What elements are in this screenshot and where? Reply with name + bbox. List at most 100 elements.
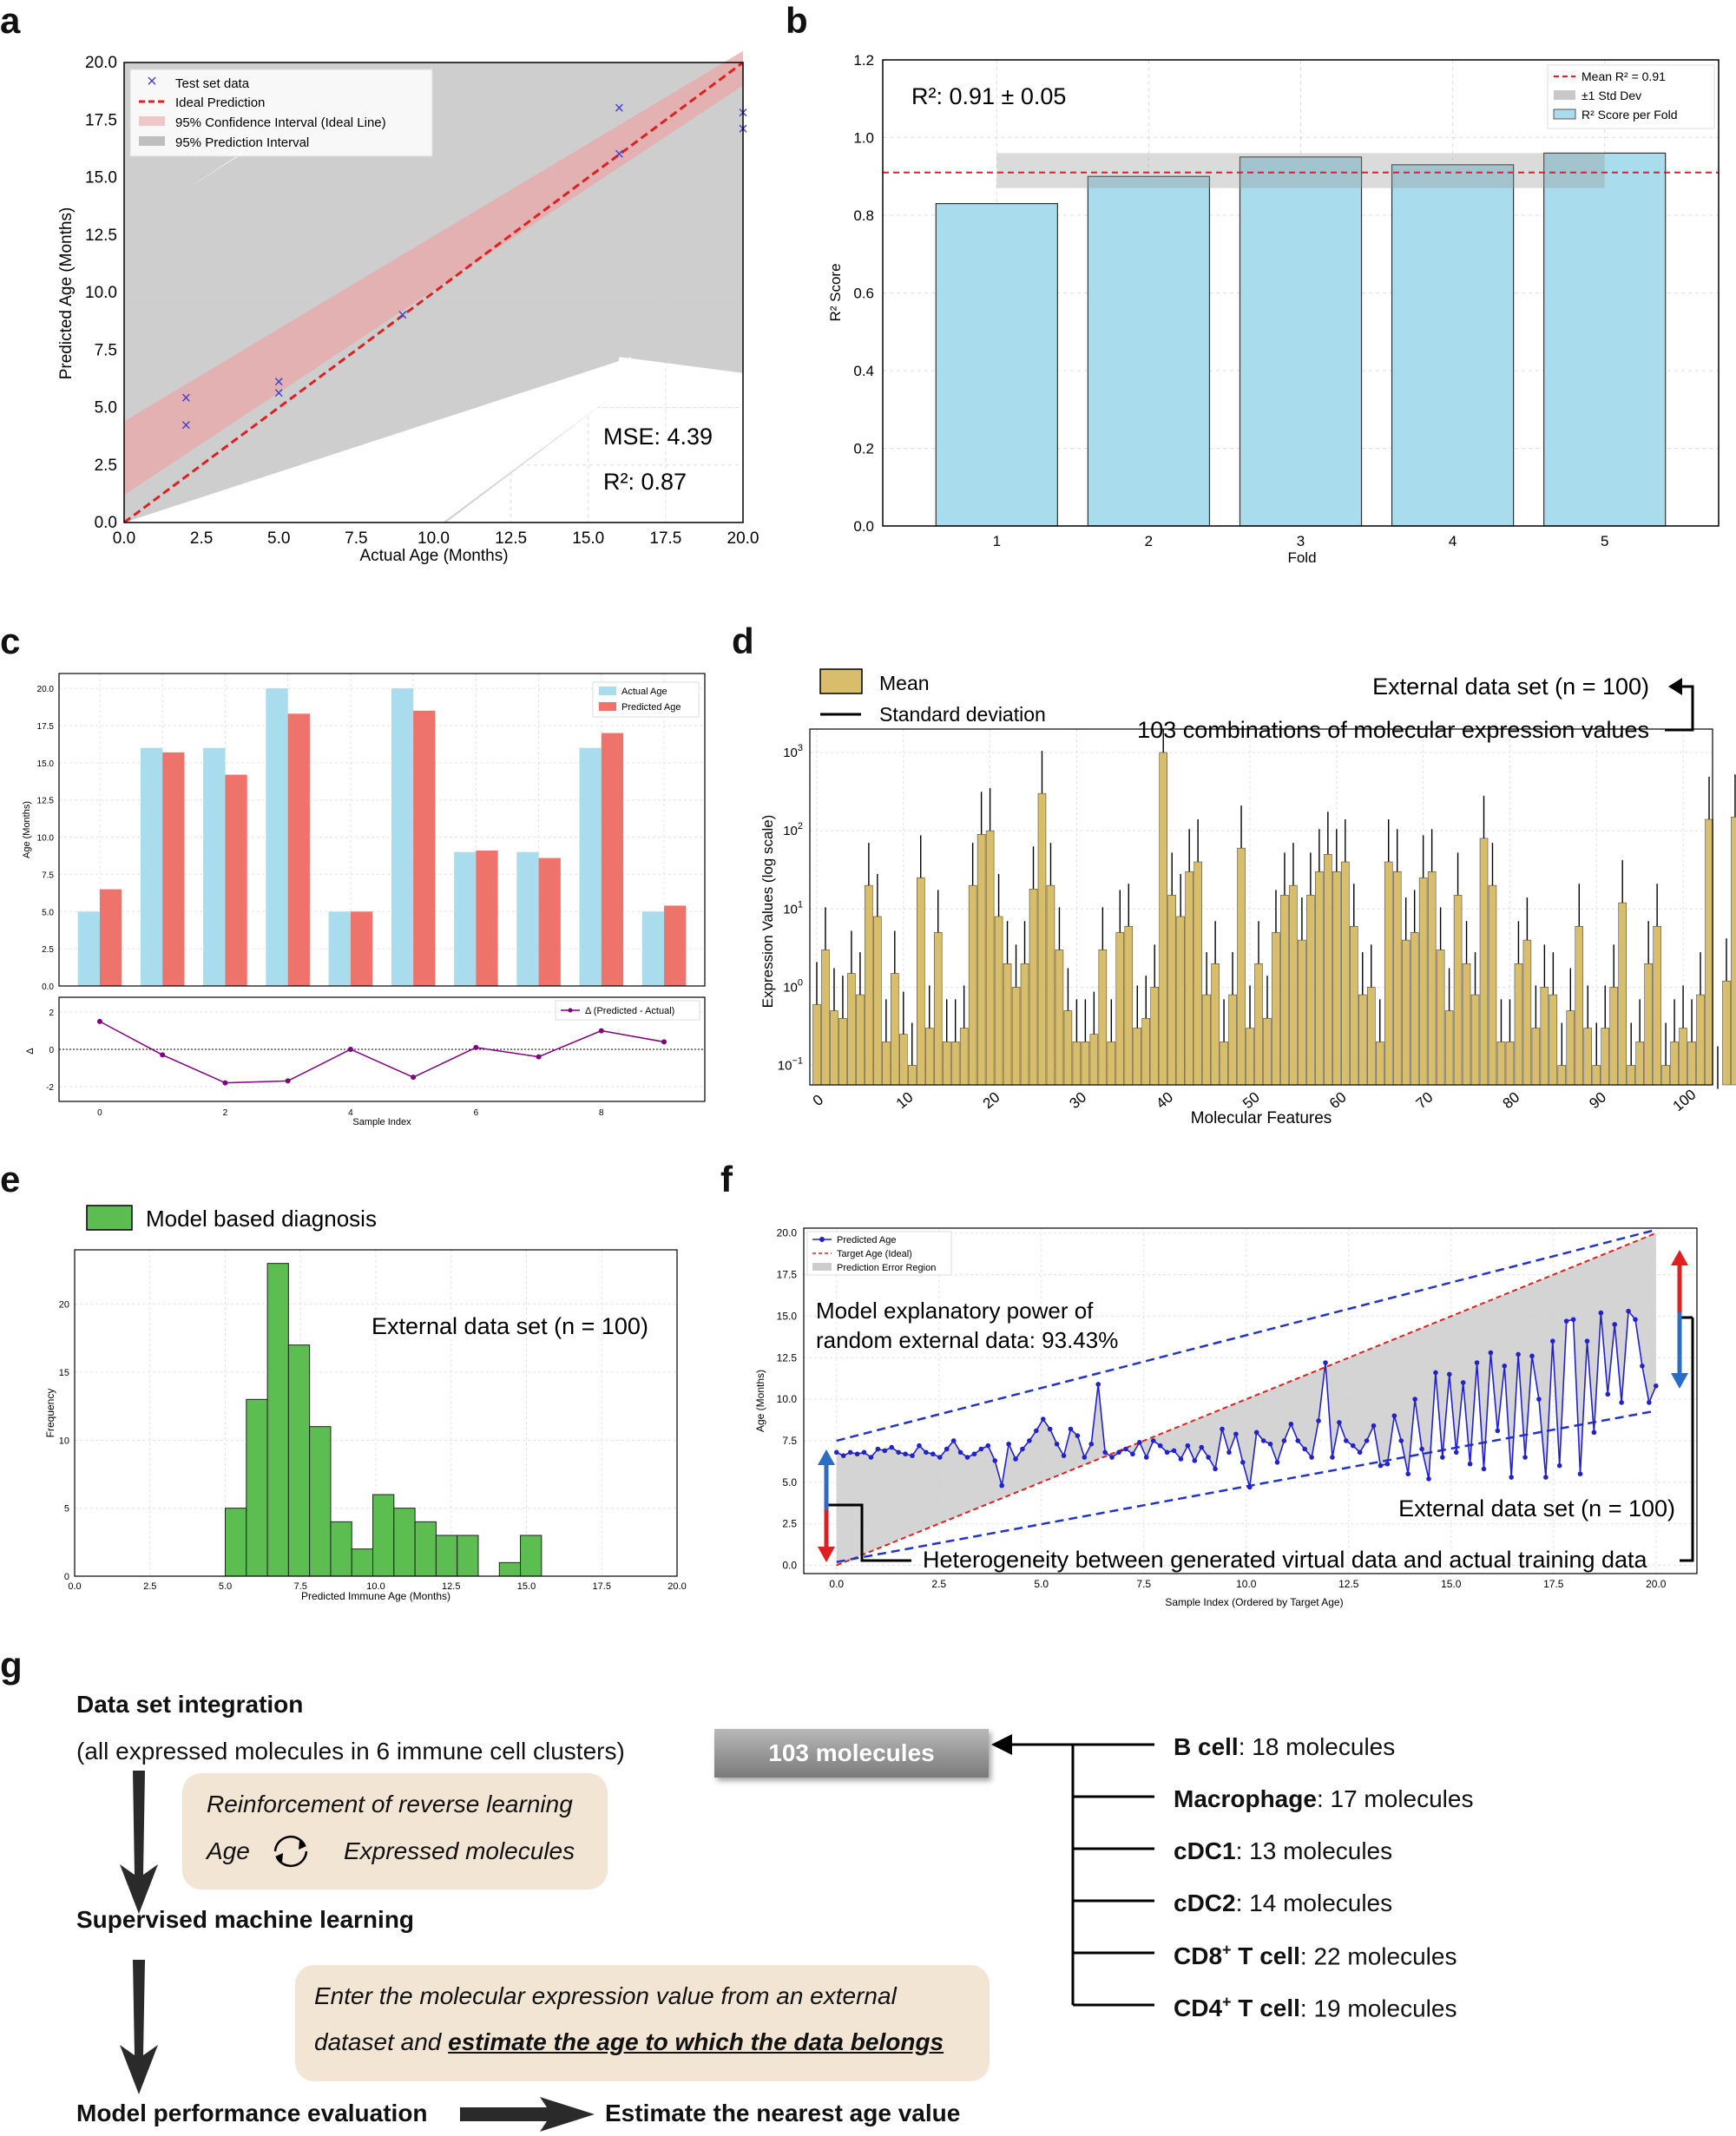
d-bar: [1722, 980, 1731, 1086]
panel-letter-f: f: [720, 1159, 733, 1199]
b-xtick-label: 2: [1145, 533, 1153, 549]
d-bar: [1618, 902, 1627, 1086]
a-prediction-interval-lowgap: [124, 357, 632, 522]
b-ytick-label: 0.0: [853, 518, 874, 535]
f-predicted-point: [1577, 1471, 1583, 1476]
d-bar: [1479, 838, 1489, 1086]
d-bar: [1427, 871, 1437, 1086]
c-bar-predicted: [538, 858, 561, 986]
b-bar: [1391, 164, 1515, 527]
reinforcement-age: Age: [207, 1837, 250, 1864]
c-bar-predicted: [99, 889, 122, 986]
f-predicted-point: [1061, 1453, 1067, 1458]
c-legend-marker-predicted: [599, 702, 616, 711]
c-delta-point: [96, 1018, 102, 1024]
f-predicted-point: [930, 1451, 936, 1457]
chart-f: 0.0 2.5 5.0 7.5 10.0 12.5 15.0 17.5 20.0 0.0 2.5 5…: [754, 1227, 1698, 1608]
e-xtick-label: 15.0: [517, 1581, 536, 1592]
d-bar: [1133, 1028, 1142, 1086]
f-xtick-label: 0.0: [829, 1578, 844, 1590]
cell-tree-connector: [991, 1734, 1154, 2007]
d-bar: [1211, 963, 1220, 1086]
e-xtick-label: 17.5: [593, 1581, 611, 1592]
d-bar: [1540, 987, 1549, 1086]
f-ytick-label: 12.5: [777, 1351, 798, 1364]
f-xtick-label: 7.5: [1136, 1578, 1151, 1590]
f-predicted-point: [1164, 1449, 1170, 1456]
c-ytick-label: 5.0: [42, 908, 54, 917]
f-predicted-point: [1633, 1317, 1638, 1323]
d-bar: [1306, 895, 1315, 1086]
d-bar: [1220, 1042, 1228, 1086]
c-delta-point: [347, 1047, 353, 1052]
d-bar: [1401, 939, 1410, 1086]
d-bar: [1531, 1028, 1541, 1086]
d-bar: [1298, 939, 1306, 1086]
f-predicted-point: [1054, 1441, 1060, 1447]
f-xtick-label: 5.0: [1034, 1578, 1049, 1590]
f-xtick-label: 20.0: [1646, 1578, 1667, 1590]
c-delta-ylabel: Δ: [25, 1048, 36, 1055]
c-delta-xtick-label: 4: [348, 1108, 353, 1118]
d-xtick-label: 40: [1153, 1088, 1176, 1112]
a-test-point: ×: [273, 384, 284, 404]
f-predicted-point: [1213, 1466, 1218, 1472]
a-xtick-label: 20.0: [727, 529, 760, 548]
f-predicted-point: [1344, 1438, 1349, 1443]
f-predicted-point: [1419, 1446, 1424, 1452]
b-bar: [935, 202, 1058, 527]
d-bar: [942, 1042, 951, 1086]
e-hist-bar: [498, 1561, 522, 1577]
f-predicted-point: [1130, 1451, 1135, 1457]
d-bar: [1098, 950, 1108, 1086]
molecules-box: 103 molecules: [714, 1729, 989, 1778]
d-bar: [830, 1010, 838, 1086]
d-bar: [1436, 950, 1445, 1086]
c-ytick-label: 7.5: [42, 871, 54, 880]
a-ytick-label: 5.0: [95, 399, 117, 417]
d-bar: [917, 877, 925, 1086]
c-bar-actual: [140, 747, 163, 986]
f-ylabel: Age (Months): [754, 1370, 766, 1432]
f-predicted-point: [861, 1449, 867, 1456]
f-predicted-point: [1157, 1443, 1163, 1449]
f-predicted-point: [1199, 1444, 1205, 1450]
d-bar: [1176, 916, 1185, 1086]
e-xtick-label: 20.0: [667, 1581, 686, 1592]
f-predicted-point: [840, 1453, 846, 1458]
f-predicted-point: [1185, 1443, 1191, 1449]
f-xtick-label: 12.5: [1338, 1578, 1359, 1590]
f-predicted-point: [868, 1455, 874, 1460]
b-std-band: [996, 153, 1605, 188]
e-xtick-label: 0.0: [68, 1581, 81, 1592]
d-bar: [1055, 950, 1064, 1086]
f-predicted-point: [903, 1451, 908, 1457]
f-heterogeneity-label: Heterogeneity between generated virtual …: [923, 1547, 1648, 1573]
d-bracket: [1665, 685, 1694, 732]
d-bar: [976, 834, 986, 1086]
a-legend: × Test set data Ideal Prediction 95% Con…: [129, 69, 433, 157]
c-delta-point: [473, 1044, 479, 1050]
f-left-red-arrowhead: [818, 1547, 835, 1562]
d-bar: [1254, 963, 1263, 1086]
c-bar-predicted: [225, 774, 247, 986]
f-predicted-point: [1591, 1429, 1597, 1436]
f-predicted-point: [1295, 1438, 1301, 1443]
f-predicted-point: [1323, 1360, 1328, 1365]
d-bar: [1115, 932, 1125, 1086]
b-ytick-label: 0.4: [853, 363, 874, 379]
f-predicted-point: [1068, 1426, 1074, 1432]
reinforcement-title: Reinforcement of reverse learning: [207, 1791, 573, 1817]
d-bar: [1237, 847, 1246, 1086]
b-xtick-label: 5: [1601, 533, 1608, 549]
c-delta-ytick-label: -2: [46, 1083, 54, 1093]
f-ytick-label: 0.0: [782, 1559, 797, 1571]
d-bar: [1488, 884, 1497, 1086]
d-bar: [873, 916, 882, 1086]
d-bar: [1601, 1028, 1609, 1086]
panel-letter-b: b: [786, 0, 808, 41]
d-bar: [1505, 1042, 1515, 1086]
c-ylabel: Age (Months): [22, 801, 32, 858]
d-bar: [1384, 861, 1393, 1086]
b-xtick-label: 4: [1449, 533, 1457, 549]
